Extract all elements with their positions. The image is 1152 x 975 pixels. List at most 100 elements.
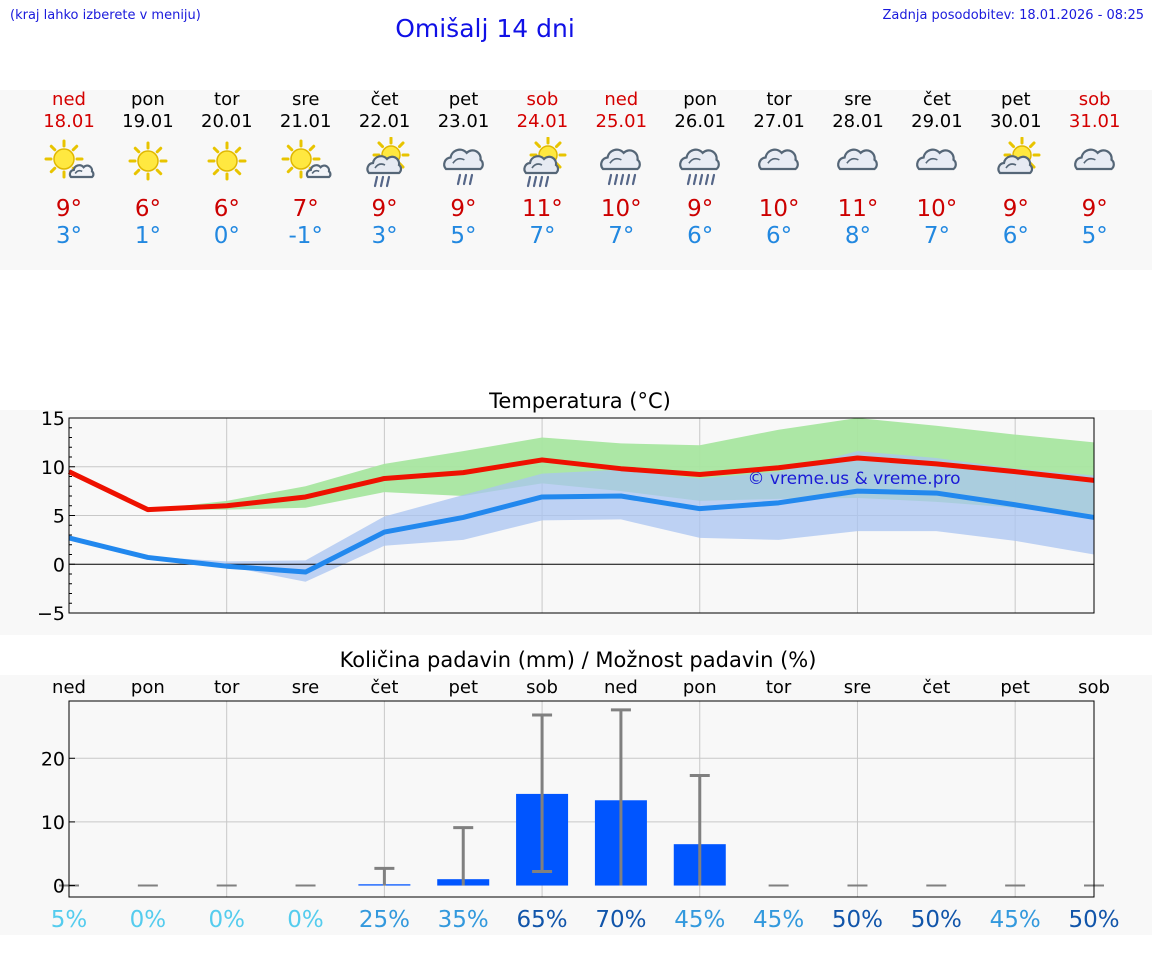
- day-date: 18.01: [43, 111, 95, 132]
- precipitation-y-tick-label: 0: [53, 876, 65, 898]
- sun-small-cloud-icon: [44, 139, 95, 179]
- precipitation-probability: 0%: [130, 907, 167, 933]
- day-name: tor: [766, 89, 792, 110]
- max-temperature: 11°: [837, 196, 879, 222]
- max-temperature: 9°: [450, 196, 477, 222]
- cloud-icon: [916, 148, 957, 171]
- last-updated: Zadnja posodobitev: 18.01.2026 - 08:25: [882, 8, 1144, 23]
- min-temperature: 5°: [1081, 223, 1108, 249]
- tmin-line: [68, 488, 1095, 575]
- day-name: čet: [922, 89, 951, 110]
- temperature-y-tick-label: 10: [41, 457, 65, 479]
- tmax-line: [67, 455, 1095, 513]
- cloud-rain-icon: [442, 148, 484, 186]
- sun-small-cloud-icon: [281, 139, 332, 179]
- day-date: 29.01: [911, 111, 963, 132]
- day-column: pon 26.01 9° 6°: [661, 90, 739, 250]
- min-temperature: 6°: [766, 223, 793, 249]
- min-temperature: 1°: [134, 223, 161, 249]
- precipitation-x-tick-label: pon: [683, 677, 717, 698]
- day-date: 20.01: [201, 111, 253, 132]
- max-temperature: 6°: [134, 196, 161, 222]
- day-column: pet 30.01 9° 6°: [977, 90, 1055, 250]
- cloud-icon: [1073, 148, 1115, 171]
- day-name: pet: [1001, 89, 1031, 110]
- temperature-y-tick-label: 5: [53, 506, 65, 528]
- forecast-band: [0, 90, 1152, 270]
- weather-icon-box: [661, 134, 739, 196]
- day-name: sob: [1078, 89, 1111, 110]
- precipitation-x-tick-label: pet: [448, 677, 478, 698]
- forecast-strip: ned 18.01 9° 3° pon 19.01 6° 1° tor 20.01 6° 0° sre 2…: [0, 90, 1152, 270]
- day-date: 31.01: [1068, 111, 1121, 132]
- min-temperature: 6°: [1002, 223, 1029, 249]
- day-column: pet 23.01 9° 5°: [425, 90, 503, 250]
- min-temperature: 6°: [687, 223, 714, 249]
- max-temperature: 10°: [600, 196, 642, 222]
- cloud-icon: [837, 148, 878, 171]
- min-temperature: 3°: [371, 223, 398, 249]
- precipitation-x-tick-label: sob: [526, 677, 558, 698]
- day-column: ned 18.01 9° 3°: [30, 90, 108, 250]
- max-temperature: 9°: [1081, 196, 1108, 222]
- day-date: 21.01: [279, 111, 332, 132]
- day-column: sob 31.01 9° 5°: [1056, 90, 1134, 250]
- temperature-chart: Temperatura (°C) © vreme.us & vreme.pro 15…: [37, 389, 1095, 625]
- precipitation-chart: Količina padavin (mm) / Možnost padavin …: [41, 648, 1120, 933]
- precipitation-probability: 35%: [438, 907, 489, 933]
- precipitation-x-tick-label: sre: [292, 677, 319, 698]
- precipitation-probability: 25%: [359, 907, 410, 933]
- max-temperature: 10°: [758, 196, 800, 222]
- day-name: ned: [52, 89, 86, 110]
- precipitation-probability: 45%: [674, 907, 725, 933]
- day-date: 22.01: [358, 111, 411, 132]
- precipitation-probability: 0%: [208, 907, 245, 933]
- cloud-icon: [758, 148, 799, 171]
- day-name: sob: [526, 89, 559, 110]
- day-name: sre: [291, 89, 320, 110]
- max-temperature: 7°: [292, 196, 319, 222]
- min-temperature: 7°: [923, 223, 950, 249]
- precipitation-chart-title: Količina padavin (mm) / Možnost padavin …: [340, 648, 817, 672]
- precipitation-y-tick-label: 10: [41, 812, 65, 834]
- day-column: tor 27.01 10° 6°: [740, 90, 818, 250]
- min-temperature: 7°: [608, 223, 635, 249]
- day-date: 25.01: [595, 111, 648, 132]
- precipitation-probability: 0%: [287, 907, 324, 933]
- precipitation-x-tick-label: ned: [52, 677, 86, 698]
- day-name: pon: [683, 89, 718, 110]
- weather-icon-box: [346, 134, 424, 196]
- weather-icon-box: [503, 134, 581, 196]
- max-temperature: 9°: [371, 196, 398, 222]
- day-column: tor 20.01 6° 0°: [188, 90, 266, 250]
- weather-icon-box: [977, 134, 1055, 196]
- day-date: 30.01: [990, 111, 1042, 132]
- max-temperature: 9°: [687, 196, 714, 222]
- temperature-y-tick-label: −5: [37, 603, 65, 625]
- weather-icon-box: [819, 134, 897, 196]
- precipitation-plot-area: [69, 701, 1094, 897]
- precipitation-probability: 5%: [51, 907, 88, 933]
- max-temperature: 11°: [522, 196, 563, 222]
- day-name: sre: [844, 89, 872, 110]
- precipitation-x-tick-label: tor: [214, 677, 240, 698]
- cloud-heavy-rain-icon: [679, 148, 721, 186]
- precipitation-probability: 50%: [1068, 907, 1119, 933]
- precipitation-probability: 65%: [517, 907, 568, 933]
- page-title: Omišalj 14 dni: [395, 14, 575, 43]
- precipitation-probability: 70%: [595, 907, 646, 933]
- weather-icon-box: [582, 134, 660, 196]
- precipitation-x-tick-label: čet: [922, 677, 950, 698]
- day-date: 26.01: [674, 111, 726, 132]
- precipitation-plot-frame: [68, 700, 1095, 898]
- cloud-heavy-rain-icon: [600, 148, 642, 186]
- watermark: © vreme.us & vreme.pro: [747, 469, 960, 489]
- day-column: čet 29.01 10° 7°: [898, 90, 976, 250]
- precipitation-x-tick-label: sob: [1078, 677, 1110, 698]
- precipitation-x-tick-label: ned: [604, 677, 638, 698]
- temperature-chart-title: Temperatura (°C): [488, 389, 671, 413]
- weather-icon-box: [188, 134, 266, 196]
- min-temperature: 5°: [450, 223, 477, 249]
- sun-icon: [207, 141, 247, 181]
- temperature-y-tick-label: 15: [41, 408, 65, 430]
